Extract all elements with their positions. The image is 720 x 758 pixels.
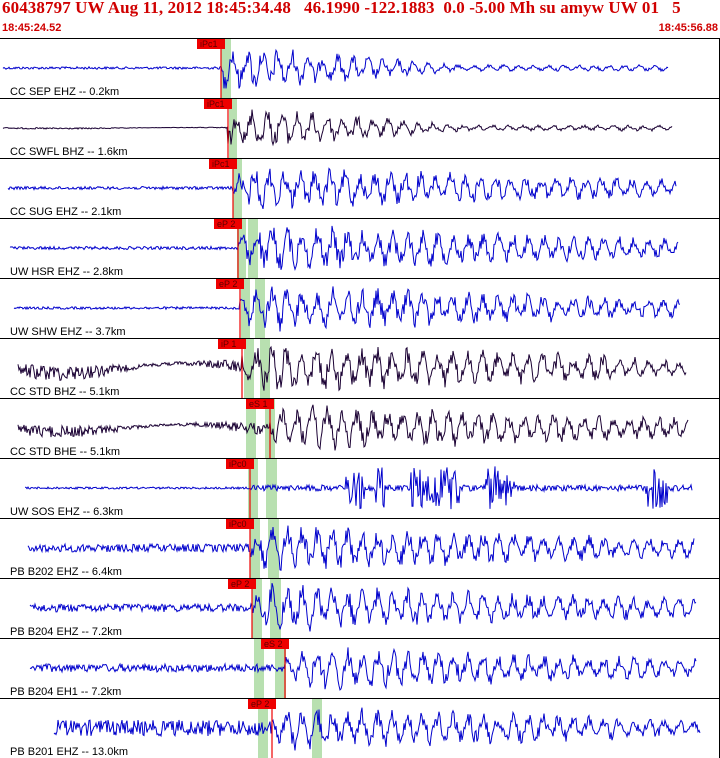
pick-label: eP 2	[217, 219, 235, 229]
seismogram-panel: iPc1 CC SEP EHZ -- 0.2km iPc1 CC SWFL BHZ -…	[0, 38, 720, 758]
station-label: CC SWFL BHZ -- 1.6km	[10, 146, 128, 158]
trace-row: iPc1 CC SEP EHZ -- 0.2km	[0, 38, 720, 98]
p-pick-band	[248, 458, 258, 518]
pick-marker-box	[197, 39, 225, 49]
p-pick-band	[246, 398, 256, 458]
waveform	[29, 647, 697, 691]
end-time: 18:45:56.88	[658, 22, 718, 34]
pick-marker-box	[246, 399, 274, 409]
trace-row: eP 2 PB B204 EHZ -- 7.2km	[0, 578, 720, 638]
pick-label: eP 2	[231, 579, 249, 589]
pick-marker-box	[228, 579, 256, 589]
pick-label: eS 1	[249, 399, 268, 409]
seismogram-canvas: iPc1 CC SEP EHZ -- 0.2km iPc1 CC SWFL BHZ -…	[0, 38, 720, 758]
waveform	[7, 167, 677, 210]
waveform	[2, 48, 669, 89]
station-label: PB B204 EH1 -- 7.2km	[10, 686, 121, 698]
pick-label: iP 1	[221, 339, 236, 349]
s-pick-band	[268, 518, 279, 578]
pick-label: eS 2	[264, 639, 283, 649]
station-label: UW HSR EHZ -- 2.8km	[10, 266, 123, 278]
trace-row: iPc1 CC SWFL BHZ -- 1.6km	[0, 98, 720, 158]
pick-marker-box	[204, 99, 232, 109]
waveform	[53, 707, 701, 751]
trace-row: iP 1 CC STD BHZ -- 5.1km	[0, 338, 720, 398]
station-label: CC STD BHZ -- 5.1km	[10, 386, 119, 398]
s-pick-band	[266, 458, 277, 518]
pick-label: iPc0	[229, 519, 247, 529]
station-label: CC SEP EHZ -- 0.2km	[10, 86, 119, 98]
trace-row: eP 2 PB B201 EHZ -- 13.0km	[0, 698, 720, 758]
p-pick-band	[233, 158, 242, 218]
pick-label: iPc1	[207, 99, 225, 109]
waveform	[24, 466, 693, 510]
station-label: CC SUG EHZ -- 2.1km	[10, 206, 121, 218]
s-pick-band	[312, 698, 322, 758]
pick-marker-box	[226, 459, 254, 469]
waveform	[29, 582, 697, 632]
station-label: UW SOS EHZ -- 6.3km	[10, 506, 123, 518]
station-label: PB B204 EHZ -- 7.2km	[10, 626, 122, 638]
event-title: 60438797 UW Aug 11, 2012 18:45:34.48 46.…	[2, 0, 681, 17]
trace-row: eS 2 PB B204 EH1 -- 7.2km	[0, 638, 720, 698]
pick-label: iPc1	[212, 159, 230, 169]
pick-marker-box	[226, 519, 254, 529]
station-label: CC STD BHE -- 5.1km	[10, 446, 120, 458]
s-pick-band	[270, 578, 281, 638]
event-header: 60438797 UW Aug 11, 2012 18:45:34.48 46.…	[0, 0, 720, 38]
pick-marker-box	[209, 159, 237, 169]
trace-row: eP 2 UW SHW EHZ -- 3.7km	[0, 278, 720, 338]
p-pick-band	[254, 638, 264, 698]
p-pick-band	[244, 338, 254, 398]
p-pick-band	[250, 518, 260, 578]
p-pick-band	[241, 278, 250, 338]
station-label: PB B202 EHZ -- 6.4km	[10, 566, 122, 578]
trace-row: eP 2 UW HSR EHZ -- 2.8km	[0, 218, 720, 278]
waveform	[27, 525, 695, 571]
trace-row: eS 1 CC STD BHE -- 5.1km	[0, 398, 720, 458]
pick-marker-box	[261, 639, 289, 649]
pick-marker-box	[216, 279, 244, 289]
s-pick-band	[260, 338, 270, 398]
waveform	[2, 109, 673, 147]
trace-row: iPc0 UW SOS EHZ -- 6.3km	[0, 458, 720, 518]
p-pick-band	[221, 38, 231, 98]
pick-label: iPc1	[200, 39, 218, 49]
trace-row: iPc0 PB B202 EHZ -- 6.4km	[0, 518, 720, 578]
pick-marker-box	[248, 699, 276, 709]
waveform	[17, 345, 687, 392]
waveform	[17, 404, 689, 451]
pick-marker-box	[218, 339, 246, 349]
pick-label: eP 2	[219, 279, 237, 289]
pick-label: iPc0	[229, 459, 247, 469]
s-pick-band	[248, 218, 258, 278]
p-pick-band	[258, 698, 268, 758]
station-label: UW SHW EHZ -- 3.7km	[10, 326, 126, 338]
trace-row: iPc1 CC SUG EHZ -- 2.1km	[0, 158, 720, 218]
p-pick-band	[237, 218, 246, 278]
pick-marker-box	[214, 219, 242, 229]
pick-label: eP 2	[251, 699, 269, 709]
station-label: PB B201 EHZ -- 13.0km	[10, 746, 128, 758]
start-time: 18:45:24.52	[2, 22, 62, 34]
waveform	[9, 225, 679, 271]
waveform	[13, 286, 681, 332]
p-pick-band	[252, 578, 262, 638]
